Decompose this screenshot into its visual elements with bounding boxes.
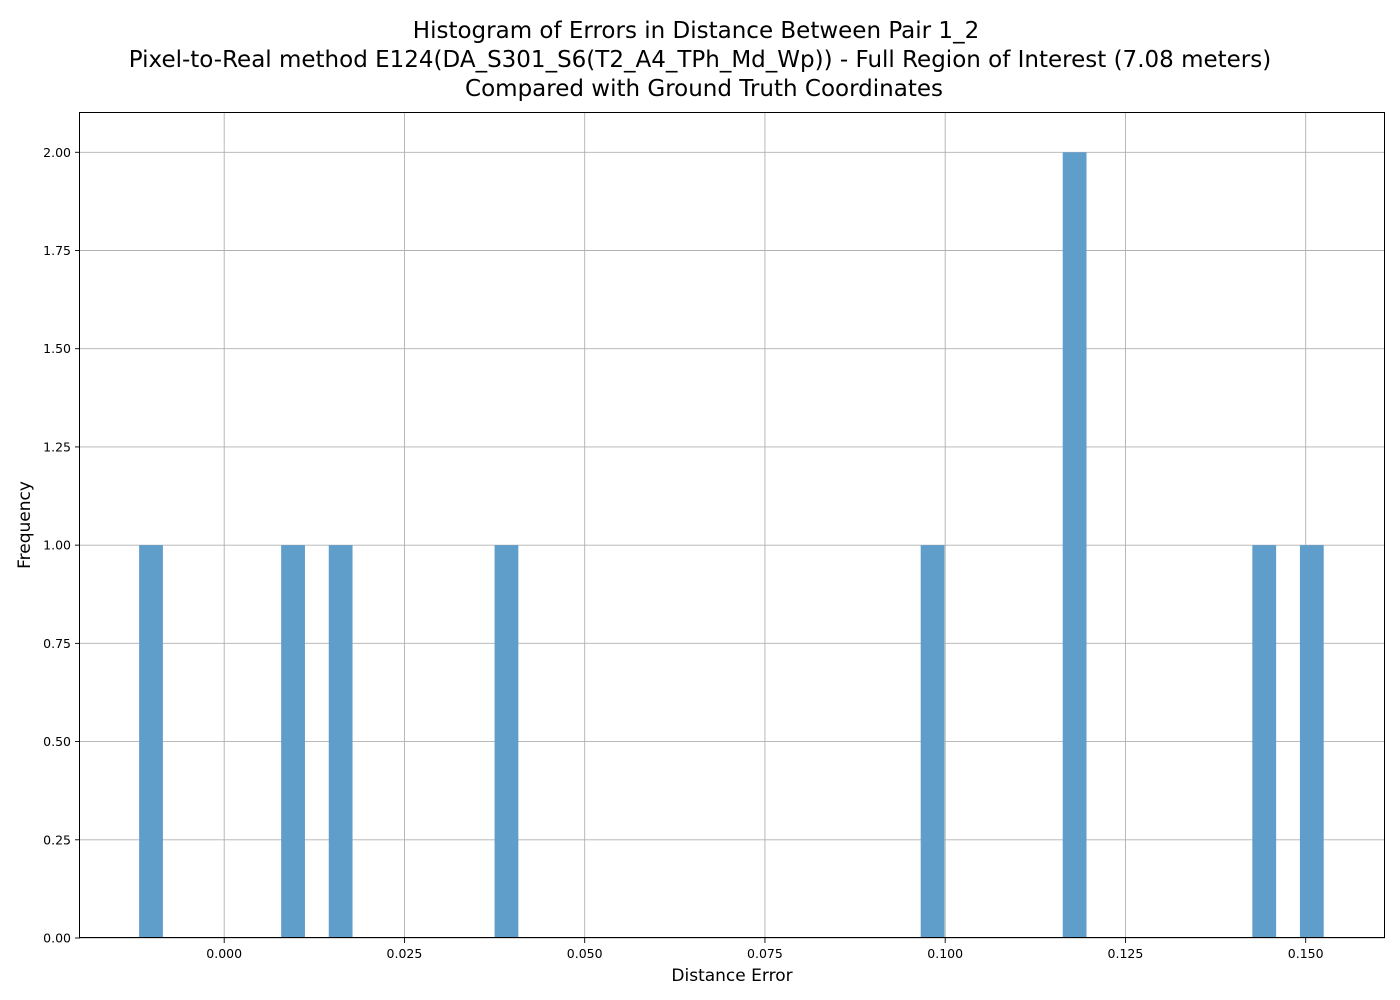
y-tick-label: 2.00 <box>43 145 71 160</box>
y-tick-label: 1.25 <box>43 439 71 454</box>
y-tick-label: 0.00 <box>43 931 71 946</box>
y-axis-label: Frequency <box>15 481 35 569</box>
histogram-bar-6 <box>1062 152 1087 939</box>
histogram-bar-3 <box>328 545 353 938</box>
chart-title-line-3: Compared with Ground Truth Coordinates <box>465 76 943 102</box>
chart-title-line-1: Histogram of Errors in Distance Between … <box>413 18 979 44</box>
y-tick-label: 1.50 <box>43 341 71 356</box>
x-tick-label: 0.075 <box>747 946 783 961</box>
y-tick-label: 1.00 <box>43 538 71 553</box>
x-tick-label: 0.125 <box>1108 946 1144 961</box>
chart-title-line-2: Pixel-to-Real method E124(DA_S301_S6(T2_… <box>129 47 1271 73</box>
histogram-bars <box>139 152 1324 939</box>
y-tick-label: 0.75 <box>43 636 71 651</box>
histogram-bar-1 <box>139 545 163 938</box>
axis-ticks: 0.000 0.025 0.050 0.075 0.100 0.125 0.150 0.00 0… <box>43 145 1323 961</box>
histogram-bar-8 <box>1299 545 1324 938</box>
y-tick-label: 0.25 <box>43 832 71 847</box>
histogram-bar-2 <box>281 545 305 938</box>
y-tick-label: 0.50 <box>43 734 71 749</box>
x-tick-label: 0.150 <box>1288 946 1324 961</box>
x-tick-label: 0.000 <box>206 946 242 961</box>
x-tick-label: 0.100 <box>927 946 963 961</box>
histogram-bar-7 <box>1252 545 1277 938</box>
y-tick-label: 1.75 <box>43 243 71 258</box>
histogram-bar-5 <box>920 545 945 938</box>
gridlines <box>80 113 1385 939</box>
chart-title: Histogram of Errors in Distance Between … <box>129 18 1271 102</box>
histogram-bar-4 <box>494 545 519 938</box>
x-axis-label: Distance Error <box>671 966 792 986</box>
x-tick-label: 0.025 <box>387 946 423 961</box>
plot-area-frame <box>79 112 1385 938</box>
x-tick-label: 0.050 <box>567 946 603 961</box>
